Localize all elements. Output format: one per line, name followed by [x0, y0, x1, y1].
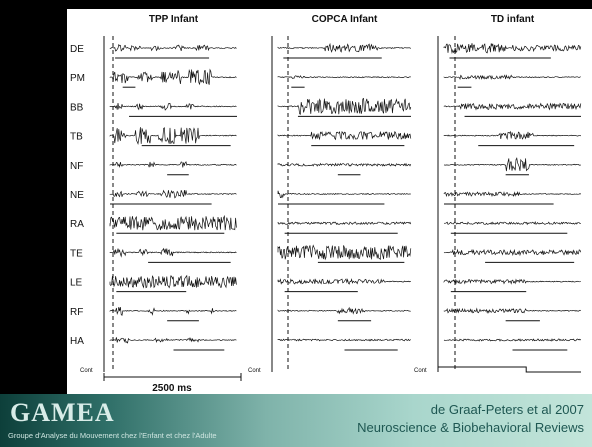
emg-trace-te-2 — [443, 248, 582, 257]
emg-trace-de-1 — [277, 42, 411, 53]
emg-figure: TPP Infant COPCA Infant TD infant DE PM BB TB N… — [67, 9, 592, 394]
muscle-label-ra: RA — [70, 219, 84, 230]
emg-trace-ne-2 — [443, 191, 582, 198]
emg-traces-svg: TPP Infant COPCA Infant TD infant DE PM BB TB N… — [70, 14, 582, 394]
emg-trace-te-1 — [277, 244, 412, 261]
muscle-label-bb: BB — [70, 102, 84, 113]
muscle-label-rf: RF — [70, 307, 83, 318]
emg-trace-tb-1 — [277, 130, 412, 141]
emg-trace-ra-2 — [443, 221, 581, 226]
emg-trace-rf-0 — [109, 307, 237, 316]
gamea-logo: GAMEA — [10, 398, 115, 427]
muscle-label-ne: NE — [70, 190, 84, 201]
emg-trace-le-2 — [443, 278, 581, 285]
footer-banner: GAMEA Groupe d'Analyse du Mouvement chez… — [0, 394, 592, 447]
emg-trace-pm-2 — [443, 74, 581, 81]
cont-label-1: Cont — [248, 368, 261, 374]
emg-trace-ha-0 — [109, 337, 237, 344]
gamea-tagline: Groupe d'Analyse du Mouvement chez l'Enf… — [8, 431, 217, 440]
emg-trace-ha-2 — [443, 338, 582, 342]
emg-trace-bb-1 — [277, 97, 412, 115]
citation-journal: Neuroscience & Biobehavioral Reviews — [357, 420, 584, 435]
emg-trace-de-2 — [443, 43, 582, 54]
emg-trace-rf-2 — [443, 307, 581, 314]
emg-trace-ha-1 — [277, 338, 412, 342]
emg-trace-bb-2 — [443, 102, 582, 111]
emg-trace-ne-0 — [109, 189, 237, 199]
emg-trace-te-0 — [109, 247, 237, 258]
cont-step-line — [438, 366, 581, 373]
scale-label: 2500 ms — [152, 383, 192, 394]
emg-trace-tb-2 — [443, 130, 582, 140]
muscle-label-tb: TB — [70, 132, 83, 143]
panel-title-1: COPCA Infant — [312, 14, 378, 25]
muscle-label-pm: PM — [70, 73, 85, 84]
emg-trace-tb-0 — [109, 127, 237, 145]
emg-trace-nf-1 — [277, 162, 412, 167]
emg-trace-nf-0 — [109, 161, 237, 168]
panel-title-2: TD infant — [491, 14, 535, 25]
emg-trace-pm-1 — [277, 75, 411, 79]
emg-trace-le-1 — [277, 278, 411, 285]
emg-trace-bb-0 — [109, 103, 237, 111]
muscle-label-de: DE — [70, 44, 84, 55]
emg-trace-pm-0 — [109, 68, 237, 86]
emg-trace-ra-1 — [277, 221, 412, 226]
cont-label-2: Cont — [414, 368, 427, 374]
emg-trace-ne-1 — [277, 190, 411, 199]
cont-label-0: Cont — [80, 368, 93, 374]
emg-trace-le-0 — [109, 274, 237, 289]
emg-trace-de-0 — [109, 43, 237, 52]
muscle-label-te: TE — [70, 248, 83, 259]
citation-authors: de Graaf-Peters et al 2007 — [430, 402, 584, 417]
muscle-label-nf: NF — [70, 161, 83, 172]
muscle-label-ha: HA — [70, 336, 84, 347]
emg-trace-nf-2 — [443, 157, 581, 172]
panel-title-0: TPP Infant — [149, 14, 199, 25]
emg-trace-rf-1 — [277, 306, 411, 315]
muscle-label-le: LE — [70, 278, 83, 289]
emg-trace-ra-0 — [109, 214, 237, 231]
